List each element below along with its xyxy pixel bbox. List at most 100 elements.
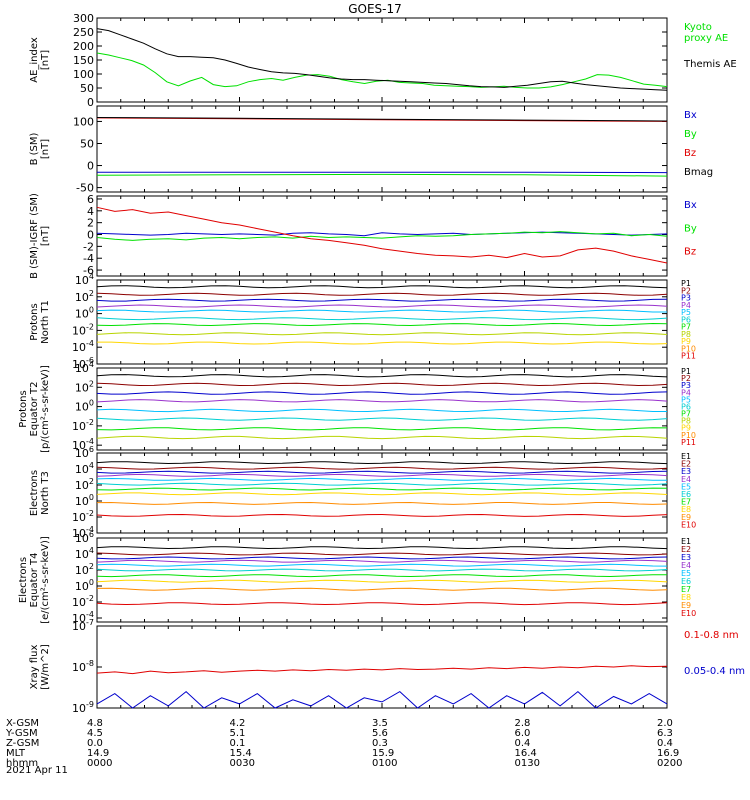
ephemeris-value: 0200: [657, 758, 683, 769]
tick-base: 10: [75, 362, 89, 375]
y-tick-label: 10-6: [72, 356, 94, 371]
tick-exponent: 4: [89, 461, 94, 470]
y-axis-label: [e/(cm²-s-sr-keV)]: [40, 536, 51, 624]
panel-frame: [96, 195, 668, 277]
series-line: [96, 568, 668, 572]
legend-label: E5: [681, 482, 691, 491]
panel-frame: [96, 367, 668, 451]
tick-exponent: 0: [89, 399, 94, 408]
series-line: [96, 556, 668, 560]
legend-label: P1: [681, 367, 691, 376]
series-line: [96, 391, 668, 395]
legend-label: By: [684, 129, 697, 140]
legend-label: E3: [681, 467, 691, 476]
series-line: [96, 28, 668, 91]
tick-base: 10: [75, 532, 89, 545]
y-tick-label: 106: [75, 445, 94, 460]
tick-base: 10: [72, 596, 86, 609]
legend-label: P6: [681, 402, 691, 411]
tick-exponent: -2: [86, 418, 94, 427]
series-line: [96, 309, 667, 313]
y-tick-label: 104: [75, 272, 94, 287]
y-axis-label: Xray flux: [29, 645, 40, 690]
tick-exponent: -2: [86, 509, 94, 518]
y-tick-label: 0: [87, 96, 94, 109]
y-tick-label: 104: [75, 461, 94, 476]
y-tick-label: -2: [83, 240, 94, 253]
tick-exponent: -4: [86, 437, 94, 446]
y-axis-label: Equator T4: [29, 553, 40, 608]
y-tick-label: 0: [87, 160, 94, 173]
series-line: [96, 317, 668, 321]
tick-exponent: 2: [89, 477, 94, 486]
series-line: [96, 473, 668, 477]
tick-base: 10: [75, 447, 89, 460]
ephemeris-value: 0100: [372, 758, 398, 769]
y-axis-label: Protons: [29, 303, 40, 340]
ephemeris-row-label: hhmm: [6, 758, 39, 769]
series-line: [96, 206, 668, 264]
y-tick-label: 10-2: [72, 594, 94, 609]
ephemeris-row-label: Y-GSM: [6, 728, 38, 739]
y-tick-label: 104: [75, 360, 94, 375]
ephemeris-value: 14.9: [87, 748, 110, 759]
series-line: [96, 487, 668, 491]
y-tick-label: 10-4: [72, 437, 94, 452]
series-line: [96, 492, 668, 496]
legend-label: Bx: [684, 110, 697, 121]
y-tick-label: 102: [75, 477, 94, 492]
ephemeris-value: 4.5: [87, 728, 103, 739]
legend-label: P8: [681, 417, 691, 426]
y-tick-label: 200: [73, 40, 94, 53]
y-tick-label: 100: [73, 115, 94, 128]
legend-label: Themis AE: [683, 59, 737, 70]
tick-base: 10: [75, 274, 89, 287]
tick-base: 10: [75, 291, 89, 304]
y-axis-label: B (SM)-IGRF (SM): [29, 193, 40, 279]
legend-label: Bx: [684, 200, 697, 211]
ephemeris-row-label: MLT: [6, 748, 25, 759]
series-line: [96, 470, 668, 474]
tick-base: 10: [75, 564, 89, 577]
ephemeris-value: 0000: [87, 758, 113, 769]
tick-exponent: 2: [89, 562, 94, 571]
panel-2: 100 50 0 -50 B (SM) [nT] Bx By Bz Bmag: [29, 105, 713, 195]
y-tick-label: -50: [76, 182, 94, 195]
tick-base: 10: [72, 420, 86, 433]
ephemeris-value: 0130: [514, 758, 540, 769]
y-tick-label: 100: [75, 578, 94, 593]
legend-label: E1: [681, 537, 691, 546]
y-tick-label: 150: [73, 54, 94, 67]
series-line: [96, 552, 668, 556]
ephemeris-value: 2.0: [657, 718, 673, 729]
plot-title: GOES-17: [348, 2, 402, 16]
tick-exponent: 4: [89, 546, 94, 555]
y-tick-label: 100: [73, 68, 94, 81]
ephemeris-value: 0.4: [657, 738, 673, 749]
series-line: [96, 690, 668, 709]
tick-exponent: -4: [86, 339, 94, 348]
legend-label: E10: [681, 609, 696, 618]
tick-exponent: -4: [86, 525, 94, 534]
legend-label: P4: [681, 301, 691, 310]
y-axis-label: North T1: [40, 300, 51, 344]
series-line: [96, 322, 668, 327]
y-tick-label: 10-2: [72, 418, 94, 433]
series-line: [96, 374, 668, 378]
y-tick-label: 6: [87, 193, 94, 206]
tick-base: 10: [72, 439, 86, 452]
legend-label: proxy AE: [684, 33, 728, 44]
y-tick-label: 50: [80, 137, 94, 150]
y-axis-label: [W/m^2]: [40, 644, 51, 690]
tick-exponent: 0: [89, 306, 94, 315]
panel-frame: [96, 17, 668, 103]
series-line: [96, 435, 668, 440]
tick-exponent: 2: [89, 379, 94, 388]
legend-label: E6: [681, 490, 691, 499]
legend-label: P5: [681, 308, 691, 317]
tick-exponent: -6: [86, 356, 94, 365]
series-line: [96, 173, 668, 177]
